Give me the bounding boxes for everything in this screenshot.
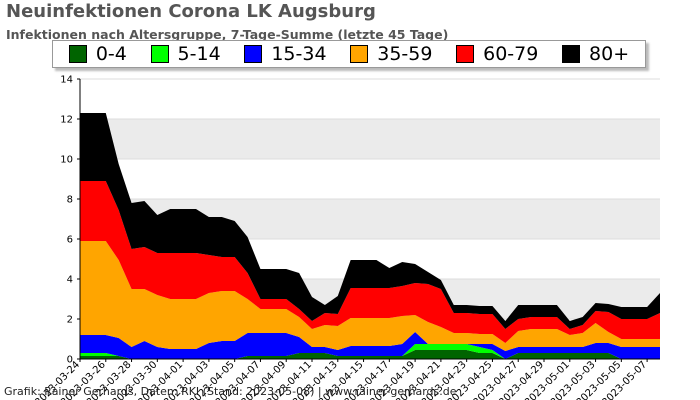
legend-swatch xyxy=(562,45,581,63)
legend-label: 0-4 xyxy=(95,43,127,65)
legend-label: 5-14 xyxy=(177,43,221,65)
y-tick-label: 8 xyxy=(67,195,73,206)
chart-subtitle: Infektionen nach Altersgruppe, 7-Tage-Su… xyxy=(6,27,449,42)
chart-title: Neuinfektionen Corona LK Augsburg xyxy=(6,1,376,22)
legend-label: 60-79 xyxy=(483,43,539,65)
legend-label: 15-34 xyxy=(271,43,327,65)
y-tick-label: 12 xyxy=(60,115,73,126)
legend-swatch xyxy=(350,45,369,63)
y-tick-label: 6 xyxy=(67,235,73,246)
y-tick-label: 10 xyxy=(60,155,73,166)
legend-swatch xyxy=(456,45,475,63)
legend-swatch xyxy=(150,45,169,63)
area-series-80+ xyxy=(80,113,660,329)
legend-item-5-14: 5-14 xyxy=(150,43,221,65)
y-tick-label: 2 xyxy=(67,315,73,326)
area-series-0-4 xyxy=(80,350,660,359)
area-series-15-34 xyxy=(80,332,660,359)
grid-band xyxy=(80,119,660,159)
y-tick-label: 0 xyxy=(67,355,73,366)
legend-item-35-59: 35-59 xyxy=(350,43,432,65)
y-tick-label: 4 xyxy=(67,275,73,286)
legend-item-0-4: 0-4 xyxy=(68,43,127,65)
legend-item-80+: 80+ xyxy=(562,43,629,65)
chart-footer: Grafik: Rainer Gerhards, Daten: RKI (Sta… xyxy=(4,385,457,398)
legend-label: 35-59 xyxy=(377,43,433,65)
area-series-35-59 xyxy=(80,241,660,351)
area-series-60-79 xyxy=(80,181,660,343)
legend-swatch xyxy=(244,45,263,63)
y-tick-label: 14 xyxy=(60,75,73,86)
legend-swatch xyxy=(68,45,87,63)
legend-item-15-34: 15-34 xyxy=(244,43,327,65)
chart-legend: 0-4 5-14 15-34 35-59 60-79 80+ xyxy=(52,40,646,68)
legend-item-60-79: 60-79 xyxy=(456,43,538,65)
legend-label: 80+ xyxy=(589,43,630,65)
